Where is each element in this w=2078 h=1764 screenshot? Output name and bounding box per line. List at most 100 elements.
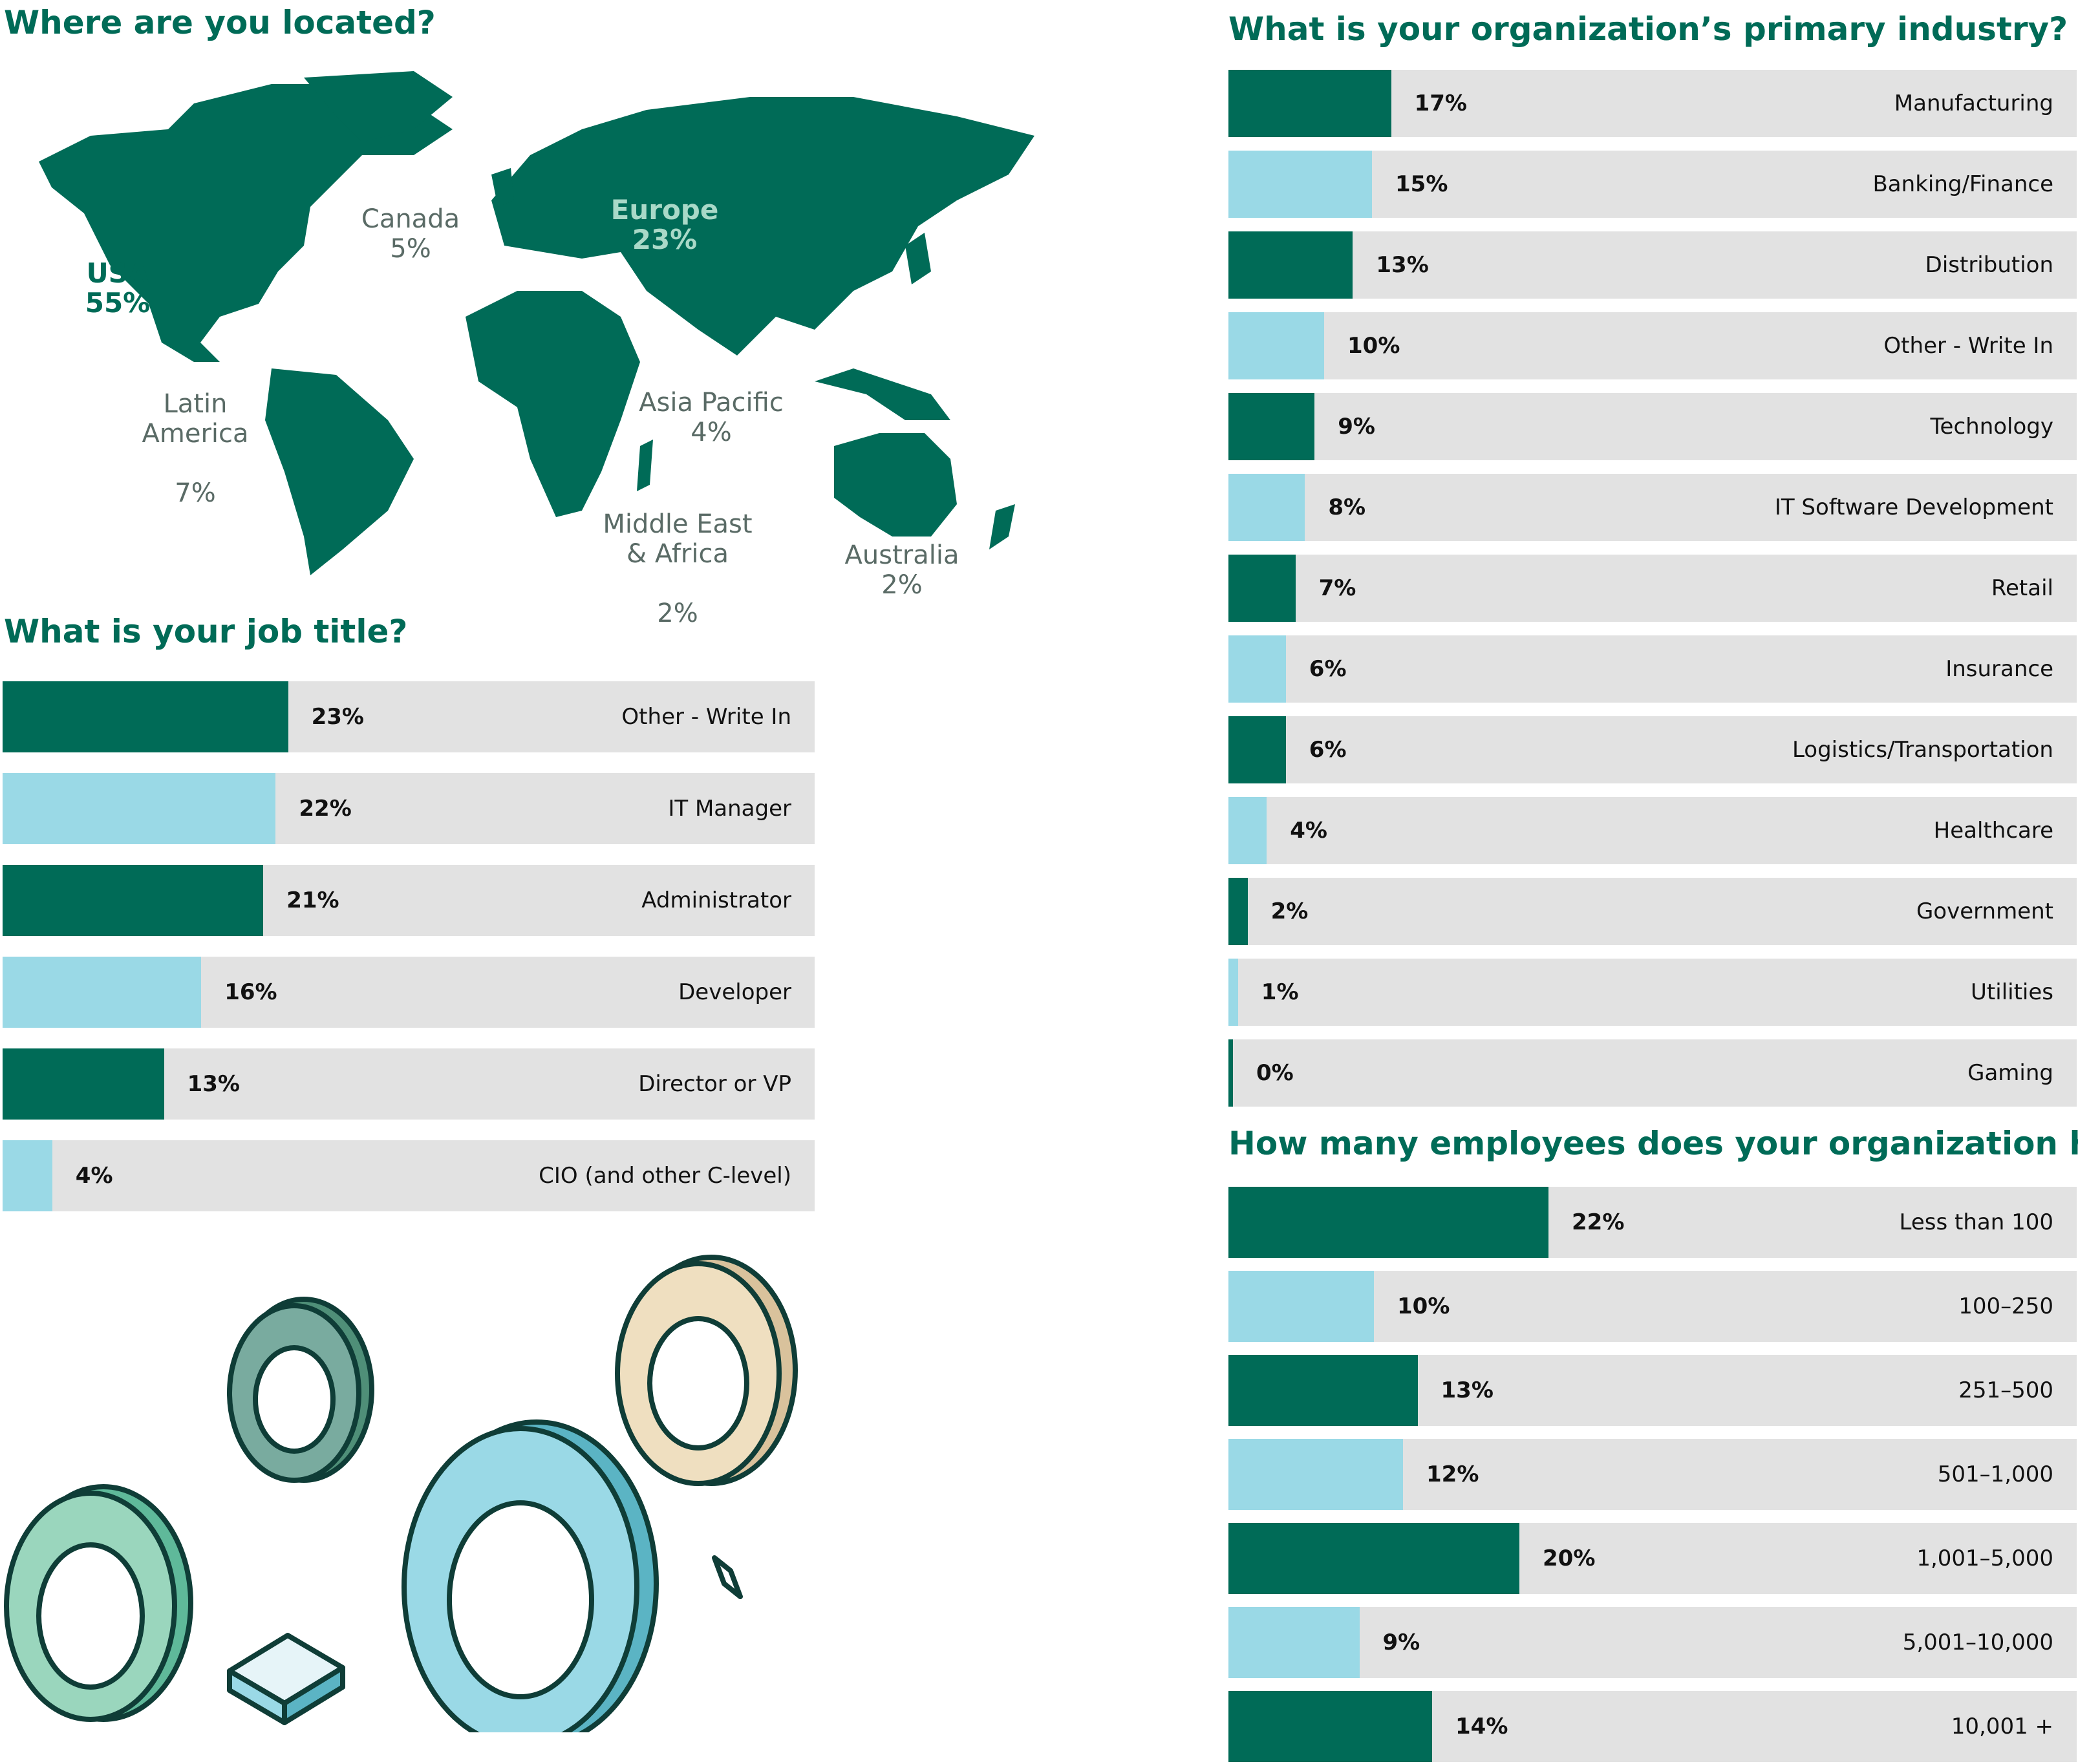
region-asia-pacific-name: Asia Pacific bbox=[639, 388, 784, 418]
region-canada-value: 5% bbox=[390, 234, 431, 264]
bar-value-label: 1% bbox=[1261, 979, 1299, 1005]
region-europe-name: Europe bbox=[610, 194, 719, 226]
employees-heading: How many employees does your organizatio… bbox=[1228, 1125, 2078, 1162]
bar-category-label: 5,001–10,000 bbox=[1902, 1630, 2053, 1655]
job-title-heading: What is your job title? bbox=[4, 613, 408, 650]
bar-value-label: 23% bbox=[311, 704, 364, 730]
avatar-ring-icon-blue bbox=[402, 1419, 659, 1732]
bar-value-label: 2% bbox=[1270, 898, 1309, 924]
bar-value-label: 9% bbox=[1338, 414, 1375, 440]
bar-row: 16% Developer bbox=[3, 957, 815, 1028]
bar bbox=[3, 1048, 164, 1120]
bar-row: 9% Technology bbox=[1228, 393, 2077, 460]
australia-shape bbox=[834, 433, 957, 537]
sparkle-icon bbox=[712, 1555, 743, 1599]
bar bbox=[1228, 70, 1391, 137]
bar-category-label: Developer bbox=[678, 979, 791, 1005]
bar-row: 6% Logistics/Transportation bbox=[1228, 716, 2077, 783]
bar bbox=[1228, 151, 1372, 218]
bar bbox=[1228, 231, 1353, 299]
world-map bbox=[39, 71, 1034, 575]
bar-category-label: IT Manager bbox=[668, 796, 791, 822]
bar-row: 14% 10,001 + bbox=[1228, 1691, 2077, 1762]
bar-category-label: Other - Write In bbox=[621, 704, 791, 730]
bar-category-label: CIO (and other C-level) bbox=[539, 1163, 791, 1189]
bar-value-label: 7% bbox=[1318, 575, 1356, 601]
bar-category-label: Director or VP bbox=[638, 1071, 791, 1097]
south-america-shape bbox=[265, 368, 414, 575]
avatar-ring-icon-small bbox=[227, 1297, 374, 1483]
bar-row: 13% Director or VP bbox=[3, 1048, 815, 1120]
bar-category-label: Manufacturing bbox=[1894, 90, 2053, 116]
bar-row: 12% 501–1,000 bbox=[1228, 1439, 2077, 1510]
north-america-shape bbox=[39, 84, 453, 362]
bar-row: 22% Less than 100 bbox=[1228, 1187, 2077, 1258]
bar-value-label: 8% bbox=[1328, 494, 1366, 520]
bar-value-label: 22% bbox=[299, 796, 352, 822]
bar-value-label: 14% bbox=[1455, 1714, 1508, 1739]
bar-category-label: Utilities bbox=[1971, 979, 2053, 1005]
bar-value-label: 6% bbox=[1309, 656, 1347, 682]
bar-row: 9% 5,001–10,000 bbox=[1228, 1607, 2077, 1678]
bar-value-label: 16% bbox=[224, 979, 277, 1005]
bar bbox=[1228, 1691, 1432, 1762]
bar bbox=[1228, 1355, 1418, 1426]
new-zealand-shape bbox=[989, 504, 1015, 549]
bar-category-label: IT Software Development bbox=[1774, 494, 2053, 520]
region-australia-value: 2% bbox=[881, 570, 923, 600]
bar-value-label: 10% bbox=[1347, 333, 1400, 359]
bar-value-label: 4% bbox=[1290, 818, 1327, 844]
region-mea-value: 2% bbox=[657, 599, 698, 628]
bar-row: 7% Retail bbox=[1228, 555, 2077, 622]
bar bbox=[1228, 555, 1296, 622]
bar-category-label: Technology bbox=[1930, 414, 2053, 440]
bar-category-label: Banking/Finance bbox=[1872, 171, 2053, 197]
bar-category-label: Insurance bbox=[1945, 656, 2053, 682]
bar-row: 13% Distribution bbox=[1228, 231, 2077, 299]
bar bbox=[3, 865, 264, 936]
bar bbox=[1228, 393, 1315, 460]
bar-row: 4% Healthcare bbox=[1228, 797, 2077, 864]
japan-shape bbox=[905, 233, 931, 284]
avatar-ring-icon-beige bbox=[615, 1255, 798, 1486]
region-usa-name: USA bbox=[86, 257, 149, 289]
uk-shape bbox=[491, 168, 514, 207]
bar-row: 10% Other - Write In bbox=[1228, 312, 2077, 379]
bar bbox=[1228, 312, 1324, 379]
bar bbox=[1228, 716, 1286, 783]
region-middle-east-africa: Middle East & Africa 2% bbox=[603, 480, 752, 658]
africa-shape bbox=[466, 291, 640, 517]
bar-row: 21% Administrator bbox=[3, 865, 815, 936]
bar bbox=[1228, 474, 1305, 541]
bar-category-label: Administrator bbox=[641, 887, 791, 913]
bar-category-label: 10,001 + bbox=[1951, 1714, 2053, 1739]
region-latin-america: Latin America 7% bbox=[142, 359, 249, 538]
industry-heading: What is your organization’s primary indu… bbox=[1228, 10, 2068, 48]
bar bbox=[1228, 1607, 1360, 1678]
bar-row: 10% 100–250 bbox=[1228, 1271, 2077, 1342]
region-asia-pacific: Asia Pacific 4% bbox=[639, 388, 784, 447]
bar bbox=[3, 1140, 52, 1211]
bar-category-label: 251–500 bbox=[1958, 1377, 2053, 1403]
bar-category-label: Healthcare bbox=[1933, 818, 2053, 844]
bar-value-label: 15% bbox=[1395, 171, 1448, 197]
bar-category-label: 501–1,000 bbox=[1937, 1461, 2053, 1487]
bar-row: 20% 1,001–5,000 bbox=[1228, 1523, 2077, 1594]
bar bbox=[3, 681, 288, 752]
bar-category-label: 100–250 bbox=[1958, 1293, 2053, 1319]
bar-category-label: Distribution bbox=[1925, 252, 2053, 278]
bar-category-label: Less than 100 bbox=[1899, 1209, 2053, 1235]
bar-category-label: Other - Write In bbox=[1883, 333, 2053, 359]
bar bbox=[1228, 1439, 1403, 1510]
bar-row: 6% Insurance bbox=[1228, 635, 2077, 703]
bar bbox=[3, 957, 202, 1028]
bar-value-label: 20% bbox=[1543, 1546, 1596, 1571]
bar-category-label: Logistics/Transportation bbox=[1792, 737, 2053, 763]
eurasia-shape bbox=[491, 97, 1034, 356]
greenland-shape bbox=[304, 71, 453, 142]
bar-category-label: Retail bbox=[1991, 575, 2053, 601]
bar-value-label: 13% bbox=[1376, 252, 1429, 278]
bar-row: 2% Government bbox=[1228, 878, 2077, 945]
bar-row: 8% IT Software Development bbox=[1228, 474, 2077, 541]
bar-value-label: 12% bbox=[1426, 1461, 1479, 1487]
